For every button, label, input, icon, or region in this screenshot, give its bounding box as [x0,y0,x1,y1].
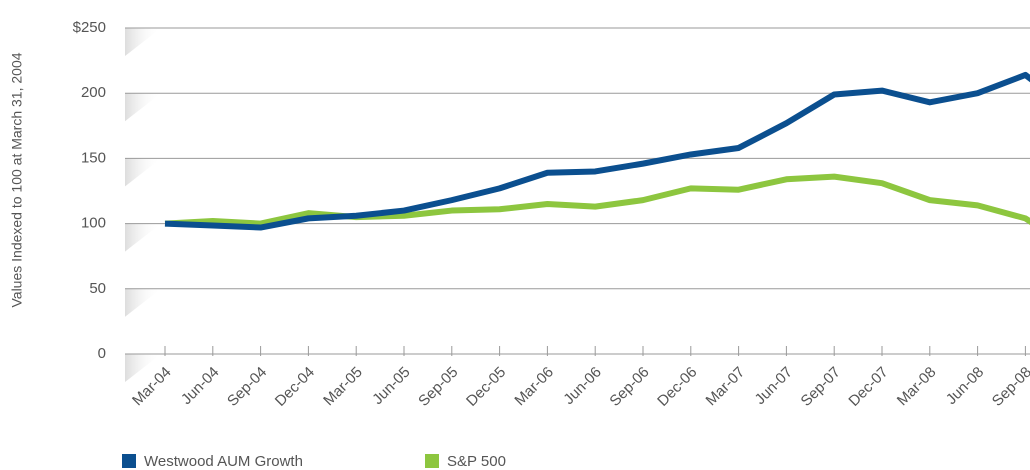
y-tick-label: 200 [81,84,106,101]
line-series [164,173,1030,227]
x-tick-label: Dec-07 [845,364,891,410]
y-axis-label: Values Indexed to 100 at March 31, 2004 [9,52,25,307]
x-tick-label: Dec-06 [654,364,700,410]
legend-label: Westwood AUM Growth [144,453,303,470]
line-series [164,71,1030,231]
grid-wedge [125,93,161,122]
x-tick-label: Sep-04 [224,364,270,410]
x-tick-label: Jun-06 [560,364,604,408]
legend-swatch [122,454,136,468]
x-tick-label: Mar-06 [511,364,557,410]
y-tick-label: 0 [98,345,106,362]
x-tick-label: Mar-08 [894,364,940,410]
y-tick-label: 50 [89,280,106,297]
grid-wedge [125,288,161,317]
x-tick-label: Jun-07 [752,364,796,408]
x-tick-label: Mar-07 [703,364,749,410]
x-tick-label: Jun-04 [178,364,222,408]
x-tick-label: Jun-05 [369,364,413,408]
x-tick-label: Sep-08 [989,364,1030,410]
y-tick-label: 150 [81,149,106,166]
x-tick-label: Sep-06 [606,364,652,410]
grid-wedge [125,158,161,187]
grid-wedge [125,223,161,252]
x-tick-label: Mar-05 [320,364,366,410]
grid-wedge [125,28,161,56]
x-tick-label: Sep-05 [415,364,461,410]
legend-label: S&P 500 [447,453,506,470]
legend-swatch [425,454,439,468]
grid-wedge [125,354,161,382]
y-tick-label: 100 [81,215,106,232]
x-tick-label: Dec-05 [463,364,509,410]
y-tick-label: $250 [73,19,106,36]
x-tick-label: Dec-04 [272,364,318,410]
x-tick-label: Jun-08 [943,364,987,408]
x-tick-label: Sep-07 [798,364,844,410]
